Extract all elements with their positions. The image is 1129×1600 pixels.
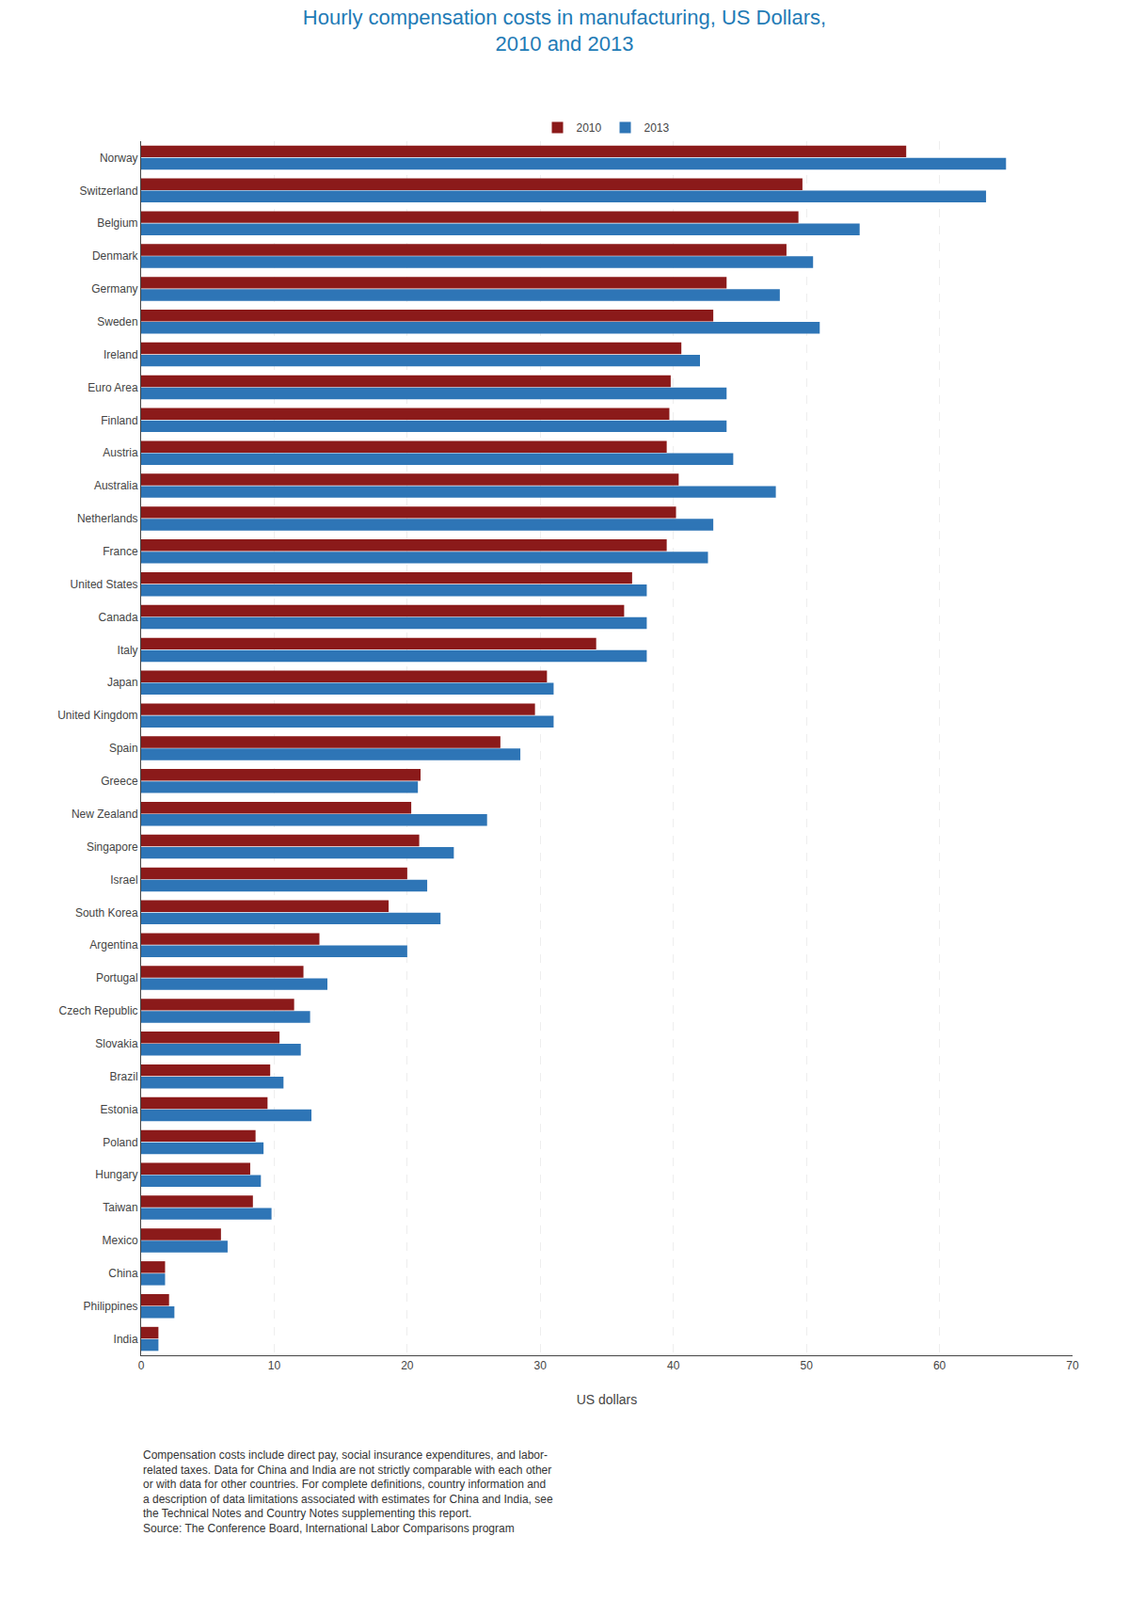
svg-text:Slovakia: Slovakia	[95, 1036, 139, 1050]
svg-text:Switzerland: Switzerland	[79, 184, 139, 198]
svg-text:United Kingdom: United Kingdom	[57, 708, 138, 722]
svg-text:Germany: Germany	[91, 282, 138, 296]
svg-text:France: France	[102, 544, 139, 558]
svg-text:Poland: Poland	[102, 1135, 138, 1149]
svg-text:Hourly compensation costs in m: Hourly compensation costs in manufacturi…	[302, 5, 827, 57]
svg-text:Greece: Greece	[100, 774, 139, 788]
svg-text:Finland: Finland	[100, 413, 138, 428]
svg-text:India: India	[113, 1332, 139, 1346]
svg-text:40: 40	[667, 1358, 681, 1372]
svg-text:Japan: Japan	[107, 675, 139, 689]
svg-text:Estonia: Estonia	[100, 1102, 139, 1116]
svg-text:Italy: Italy	[117, 643, 139, 657]
svg-text:Australia: Australia	[94, 478, 139, 493]
svg-text:Brazil: Brazil	[110, 1069, 139, 1083]
svg-text:0: 0	[138, 1358, 145, 1372]
svg-text:US dollars: US dollars	[576, 1391, 638, 1407]
svg-text:30: 30	[534, 1358, 548, 1372]
svg-text:Hungary: Hungary	[95, 1167, 138, 1181]
svg-text:Austria: Austria	[102, 445, 139, 460]
svg-text:Argentina: Argentina	[89, 938, 139, 952]
svg-text:70: 70	[1065, 1358, 1080, 1372]
svg-text:United States: United States	[70, 577, 139, 591]
svg-text:Portugal: Portugal	[95, 970, 139, 985]
svg-text:50: 50	[799, 1358, 813, 1372]
svg-text:Belgium: Belgium	[96, 216, 138, 230]
svg-text:Euro Area: Euro Area	[87, 381, 139, 395]
svg-text:Compensation costs include dir: Compensation costs include direct pay, s…	[143, 1447, 554, 1535]
svg-text:Singapore: Singapore	[86, 840, 139, 854]
svg-text:Netherlands: Netherlands	[77, 511, 139, 525]
svg-text:Canada: Canada	[98, 610, 139, 624]
svg-text:Mexico: Mexico	[102, 1233, 139, 1247]
svg-text:Sweden: Sweden	[96, 315, 138, 329]
svg-text:South Korea: South Korea	[75, 906, 139, 920]
svg-text:Taiwan: Taiwan	[102, 1200, 138, 1214]
svg-text:China: China	[108, 1266, 139, 1280]
svg-text:Czech Republic: Czech Republic	[59, 1003, 139, 1018]
svg-text:New Zealand: New Zealand	[71, 807, 139, 821]
svg-text:Denmark: Denmark	[92, 249, 140, 263]
svg-text:10: 10	[268, 1358, 282, 1372]
svg-text:2010: 2010	[576, 121, 603, 135]
svg-text:20: 20	[400, 1358, 414, 1372]
svg-text:Israel: Israel	[110, 873, 138, 887]
svg-text:60: 60	[933, 1358, 947, 1372]
svg-text:Ireland: Ireland	[103, 348, 139, 362]
svg-text:Spain: Spain	[109, 741, 139, 755]
svg-text:2013: 2013	[644, 121, 670, 135]
svg-text:Norway: Norway	[99, 151, 139, 165]
svg-text:Philippines: Philippines	[83, 1299, 139, 1313]
